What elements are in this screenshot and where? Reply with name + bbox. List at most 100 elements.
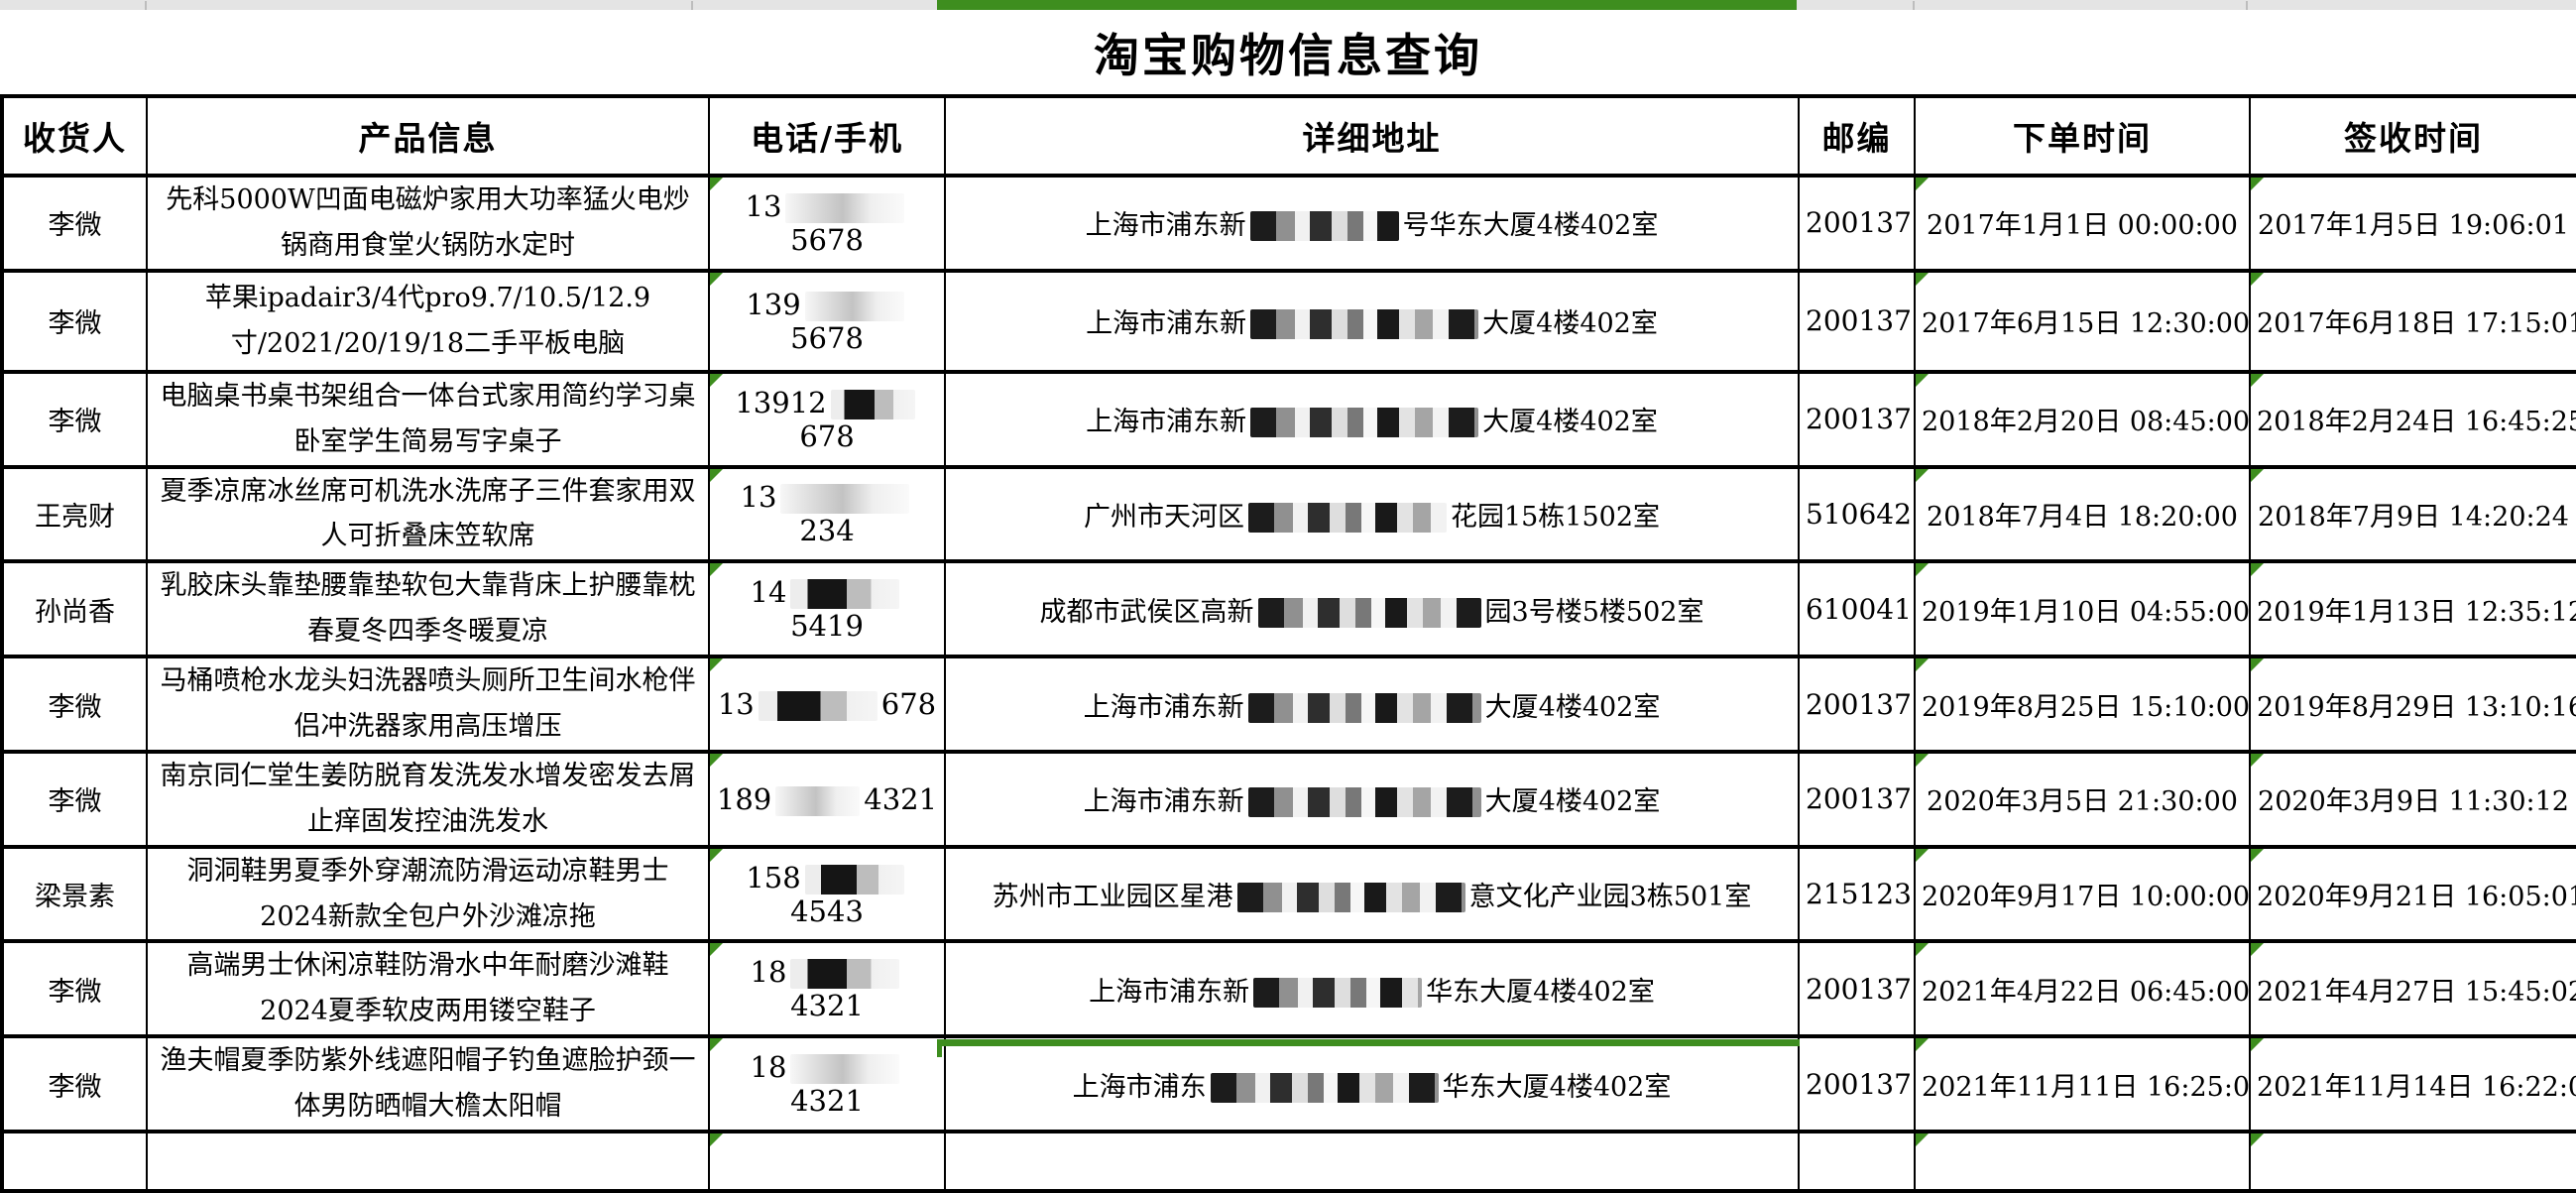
header-sign-time[interactable]: 签收时间	[2249, 94, 2576, 178]
product-cell[interactable]: 马桶喷枪水龙头妇洗器喷头厕所卫生间水枪伴侣冲洗器家用高压增压	[146, 655, 710, 754]
recipient-cell[interactable]	[1, 1130, 148, 1192]
title-bar: 淘宝购物信息查询	[0, 10, 2576, 94]
phone-cell[interactable]: 189 4321	[708, 749, 946, 849]
order-time-cell[interactable]: 2020年3月5日 21:30:00	[1914, 749, 2251, 849]
phone-prefix: 139	[746, 287, 801, 321]
header-order-time[interactable]: 下单时间	[1914, 94, 2251, 178]
text-number-indicator-icon	[1917, 660, 1929, 672]
phone-cell[interactable]: 135678	[708, 174, 946, 273]
phone-cell[interactable]: 13 234	[708, 464, 946, 564]
product-cell[interactable]: 高端男士休闲凉鞋防滑水中年耐磨沙滩鞋2024夏季软皮两用镂空鞋子	[146, 939, 710, 1039]
sign-time-cell[interactable]: 2019年8月29日 13:10:16	[2249, 655, 2576, 754]
sign-time-cell[interactable]: 2019年1月13日 12:35:12	[2249, 559, 2576, 659]
phone-cell[interactable]: 13 678	[708, 655, 946, 754]
product-cell[interactable]: 电脑桌书桌书架组合一体台式家用简约学习桌卧室学生简易写字桌子	[146, 369, 710, 469]
zip-cell[interactable]: 200137	[1798, 1034, 1916, 1134]
address-cell[interactable]: 广州市天河区 花园15栋1502室	[944, 464, 1800, 564]
address-cell[interactable]: 上海市浦东新 大厦4楼402室	[944, 655, 1800, 754]
recipient-cell[interactable]: 李微	[1, 369, 148, 469]
product-cell[interactable]: 先科5000W凹面电磁炉家用大功率猛火电炒锅商用食堂火锅防水定时	[146, 174, 710, 273]
address-cell[interactable]	[944, 1130, 1800, 1192]
zip-cell[interactable]: 200137	[1798, 369, 1916, 469]
recipient-cell[interactable]: 李微	[1, 174, 148, 273]
redacted-address-segment	[1249, 211, 1399, 242]
address-cell[interactable]: 上海市浦东新 大厦4楼402室	[944, 268, 1800, 374]
order-time-cell[interactable]: 2020年9月17日 10:00:00	[1914, 844, 2251, 944]
order-time-cell[interactable]: 2019年1月10日 04:55:00	[1914, 559, 2251, 659]
product-cell[interactable]: 南京同仁堂生姜防脱育发洗发水增发密发去屑止痒固发控油洗发水	[146, 749, 710, 849]
phone-cell[interactable]: 145419	[708, 559, 946, 659]
sign-time-cell[interactable]: 2020年9月21日 16:05:01	[2249, 844, 2576, 944]
phone-cell[interactable]: 1395678	[708, 268, 946, 374]
page-title[interactable]: 淘宝购物信息查询	[1094, 28, 1482, 82]
spreadsheet-column-strip[interactable]	[0, 0, 2576, 10]
address-cell[interactable]: 上海市浦东新 大厦4楼402室	[944, 749, 1800, 849]
recipient-cell[interactable]: 李微	[1, 1034, 148, 1134]
text-number-indicator-icon	[1917, 850, 1929, 862]
product-cell[interactable]: 苹果ipadair3/4代pro9.7/10.5/12.9寸/2021/20/1…	[146, 268, 710, 374]
product-cell[interactable]: 乳胶床头靠垫腰靠垫软包大靠背床上护腰靠枕春夏冬四季冬暖夏凉	[146, 559, 710, 659]
header-zip[interactable]: 邮编	[1798, 94, 1916, 178]
order-time-cell[interactable]: 2021年11月11日 16:25:00	[1914, 1034, 2251, 1134]
recipient-cell[interactable]: 李微	[1, 749, 148, 849]
order-time-cell[interactable]: 2018年2月20日 08:45:00	[1914, 369, 2251, 469]
selected-column-header-highlight[interactable]	[937, 0, 1797, 10]
sign-time-cell[interactable]	[2249, 1130, 2576, 1192]
zip-cell[interactable]: 200137	[1798, 939, 1916, 1039]
address-cell[interactable]: 上海市浦东新 华东大厦4楼402室	[944, 939, 1800, 1039]
header-phone[interactable]: 电话/手机	[708, 94, 946, 178]
zip-cell[interactable]: 510642	[1798, 464, 1916, 564]
order-time-cell[interactable]: 2018年7月4日 18:20:00	[1914, 464, 2251, 564]
sign-time-cell[interactable]: 2020年3月9日 11:30:12	[2249, 749, 2576, 849]
zip-cell[interactable]: 200137	[1798, 268, 1916, 374]
phone-cell[interactable]: 13912678	[708, 369, 946, 469]
recipient-cell[interactable]: 李微	[1, 939, 148, 1039]
sign-time-cell[interactable]: 2017年1月5日 19:06:01	[2249, 174, 2576, 273]
recipient-cell[interactable]: 孙尚香	[1, 559, 148, 659]
text-number-indicator-icon	[2252, 1135, 2264, 1147]
phone-cell[interactable]: 184321	[708, 939, 946, 1039]
recipient-cell[interactable]: 李微	[1, 655, 148, 754]
order-time-cell[interactable]: 2019年8月25日 15:10:00	[1914, 655, 2251, 754]
address-cell[interactable]: 成都市武侯区高新 园3号楼5楼502室	[944, 559, 1800, 659]
header-address[interactable]: 详细地址	[944, 94, 1800, 178]
sign-time-cell[interactable]: 2018年7月9日 14:20:24	[2249, 464, 2576, 564]
address-cell[interactable]: 上海市浦东新 大厦4楼402室	[944, 369, 1800, 469]
sign-time-cell[interactable]: 2021年11月14日 16:22:01	[2249, 1034, 2576, 1134]
product-cell[interactable]: 洞洞鞋男夏季外穿潮流防滑运动凉鞋男士2024新款全包户外沙滩凉拖	[146, 844, 710, 944]
zip-cell[interactable]: 610041	[1798, 559, 1916, 659]
phone-cell[interactable]: 1584543	[708, 844, 946, 944]
product-cell[interactable]: 渔夫帽夏季防紫外线遮阳帽子钓鱼遮脸护颈一体男防晒帽大檐太阳帽	[146, 1034, 710, 1134]
sign-time-cell[interactable]: 2017年6月18日 17:15:01	[2249, 268, 2576, 374]
phone-cell[interactable]: 184321	[708, 1034, 946, 1134]
product-cell[interactable]	[146, 1130, 710, 1192]
address-suffix: 号华东大厦4楼402室	[1402, 210, 1659, 242]
text-number-indicator-icon	[2252, 1040, 2264, 1052]
order-time-cell[interactable]: 2017年1月1日 00:00:00	[1914, 174, 2251, 273]
sign-time-text: 2018年7月9日 14:20:24	[2258, 501, 2569, 533]
zip-cell[interactable]: 200137	[1798, 749, 1916, 849]
zip-cell[interactable]: 215123	[1798, 844, 1916, 944]
address-cell[interactable]: 上海市浦东 华东大厦4楼402室	[944, 1034, 1800, 1134]
recipient-cell[interactable]: 王亮财	[1, 464, 148, 564]
sign-time-cell[interactable]: 2021年4月27日 15:45:02	[2249, 939, 2576, 1039]
order-time-cell[interactable]	[1914, 1130, 2251, 1192]
column-divider	[691, 1, 693, 10]
recipient-cell[interactable]: 李微	[1, 268, 148, 374]
column-divider	[145, 1, 147, 10]
recipient-cell[interactable]: 梁景素	[1, 844, 148, 944]
order-time-cell[interactable]: 2021年4月22日 06:45:00	[1914, 939, 2251, 1039]
column-selection-left-border	[937, 1039, 942, 1057]
product-cell[interactable]: 夏季凉席冰丝席可机洗水洗席子三件套家用双人可折叠床笠软席	[146, 464, 710, 564]
zip-cell[interactable]: 200137	[1798, 655, 1916, 754]
sign-time-cell[interactable]: 2018年2月24日 16:45:25	[2249, 369, 2576, 469]
zip-cell[interactable]: 200137	[1798, 174, 1916, 273]
address-cell[interactable]: 上海市浦东新 号华东大厦4楼402室	[944, 174, 1800, 273]
phone-cell[interactable]	[708, 1130, 946, 1192]
order-time-cell[interactable]: 2017年6月15日 12:30:00	[1914, 268, 2251, 374]
header-product[interactable]: 产品信息	[146, 94, 710, 178]
text-number-indicator-icon	[711, 1135, 723, 1147]
zip-cell[interactable]	[1798, 1130, 1916, 1192]
header-recipient[interactable]: 收货人	[1, 94, 148, 178]
address-cell[interactable]: 苏州市工业园区星港 意文化产业园3栋501室	[944, 844, 1800, 944]
